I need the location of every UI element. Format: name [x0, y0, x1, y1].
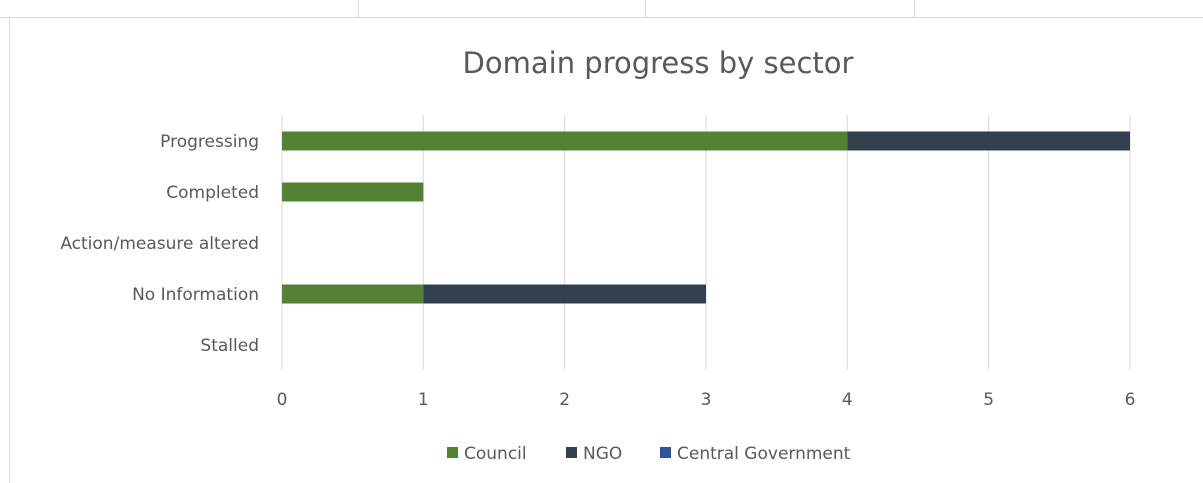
frame-divider: [645, 0, 646, 17]
legend-label: Central Government: [677, 444, 851, 464]
x-tick-label: 2: [559, 390, 570, 410]
x-tick-label: 0: [277, 390, 288, 410]
bars: [282, 131, 1130, 304]
bar-council: [282, 284, 424, 304]
x-axis-ticks: 0 1 2 3 4 5 6: [277, 390, 1136, 410]
bar-council: [282, 182, 424, 202]
bar-council: [282, 131, 848, 151]
legend-label: NGO: [583, 444, 622, 464]
category-label: Progressing: [160, 132, 259, 152]
legend-swatch: [447, 447, 458, 458]
category-label: No Information: [132, 285, 259, 305]
bar-ngo: [847, 131, 1130, 151]
category-label: Action/measure altered: [60, 234, 259, 254]
frame-divider: [914, 0, 915, 17]
category-label: Completed: [166, 183, 259, 203]
bar-ngo: [423, 284, 706, 304]
frame-top-border: [0, 17, 1203, 18]
legend-swatch: [660, 447, 671, 458]
frame-divider: [358, 0, 359, 17]
x-tick-label: 6: [1125, 390, 1136, 410]
x-tick-label: 4: [842, 390, 853, 410]
gridlines: [281, 115, 1131, 370]
x-tick-label: 5: [983, 390, 994, 410]
frame-left-border: [9, 17, 10, 483]
legend: Council NGO Central Government: [447, 444, 851, 464]
category-label: Stalled: [200, 336, 259, 356]
x-tick-label: 3: [701, 390, 712, 410]
category-labels: Progressing Completed Action/measure alter…: [60, 132, 259, 356]
legend-label: Council: [464, 444, 527, 464]
legend-swatch: [566, 447, 577, 458]
x-tick-label: 1: [418, 390, 429, 410]
chart-title: Domain progress by sector: [463, 46, 854, 80]
